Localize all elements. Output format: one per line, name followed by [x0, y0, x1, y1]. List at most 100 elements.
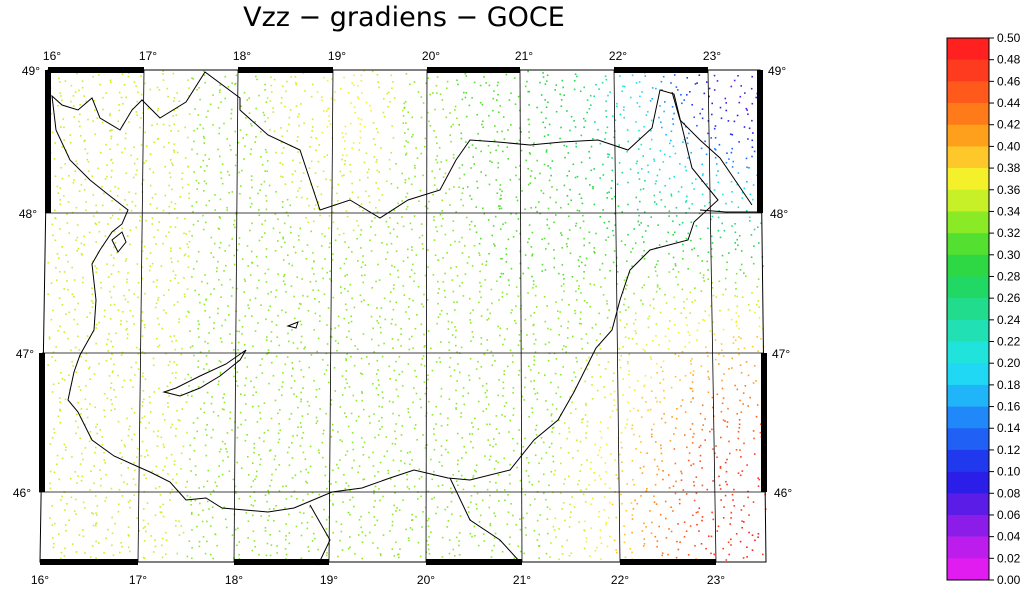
data-point: [375, 182, 377, 184]
data-point: [732, 160, 735, 163]
data-point: [273, 520, 275, 522]
data-point: [462, 204, 464, 207]
data-point: [662, 470, 664, 472]
data-point: [192, 422, 195, 424]
data-point: [719, 467, 722, 469]
data-point: [735, 449, 738, 451]
data-point: [712, 321, 714, 323]
data-point: [659, 150, 662, 152]
data-point: [281, 206, 284, 208]
data-point: [328, 381, 330, 384]
data-point: [375, 127, 378, 130]
data-point: [380, 147, 382, 149]
data-point: [731, 147, 733, 150]
data-point: [444, 448, 447, 451]
data-point: [611, 410, 614, 412]
data-point: [297, 190, 299, 192]
data-point: [166, 385, 169, 388]
data-point: [403, 145, 406, 148]
data-point: [747, 405, 749, 407]
data-point: [650, 138, 653, 141]
data-point: [444, 272, 446, 275]
data-point: [88, 231, 91, 234]
data-point: [210, 436, 213, 439]
data-point: [213, 242, 216, 245]
data-point: [640, 143, 643, 146]
data-point: [142, 556, 145, 559]
data-point: [401, 385, 404, 387]
data-point: [329, 270, 331, 272]
data-point: [712, 480, 714, 482]
data-point: [477, 133, 479, 135]
data-point: [715, 358, 717, 361]
data-point: [427, 544, 430, 546]
data-point: [747, 303, 750, 306]
data-point: [152, 357, 155, 360]
data-point: [704, 205, 706, 207]
data-point: [129, 506, 131, 509]
data-point: [188, 197, 190, 199]
data-point: [103, 452, 105, 454]
data-point: [624, 326, 626, 329]
data-point: [498, 379, 500, 381]
data-point: [245, 403, 247, 405]
data-point: [404, 132, 406, 134]
data-point: [104, 178, 107, 180]
data-point: [526, 457, 528, 459]
data-point: [515, 524, 518, 526]
data-point: [740, 250, 743, 252]
data-point: [48, 338, 51, 340]
data-point: [748, 309, 751, 312]
data-point: [546, 408, 549, 411]
data-point: [643, 538, 645, 540]
data-point: [649, 510, 651, 512]
data-point: [291, 264, 294, 267]
data-point: [491, 549, 493, 552]
data-point: [743, 347, 746, 349]
data-point: [713, 189, 716, 191]
data-point: [334, 340, 337, 342]
data-point: [306, 527, 309, 530]
data-point: [585, 488, 588, 490]
data-point: [398, 469, 400, 472]
data-point: [413, 280, 415, 283]
data-point: [524, 437, 526, 440]
data-point: [411, 116, 413, 119]
data-point: [349, 546, 351, 549]
data-point: [561, 508, 563, 510]
data-point: [286, 198, 289, 201]
data-point: [262, 111, 265, 114]
data-point: [120, 462, 123, 465]
data-point: [668, 271, 671, 273]
south-border: [449, 477, 521, 563]
data-point: [156, 445, 159, 447]
data-point: [734, 295, 736, 297]
data-point: [693, 116, 695, 119]
data-point: [123, 444, 126, 446]
data-point: [157, 296, 160, 299]
data-point: [157, 299, 159, 301]
data-point: [419, 189, 422, 192]
data-point: [483, 76, 485, 78]
data-point: [472, 156, 474, 158]
data-point: [251, 315, 253, 317]
data-point: [730, 85, 733, 88]
data-point: [660, 417, 663, 420]
data-point: [174, 435, 177, 437]
data-point: [110, 254, 113, 256]
data-point: [191, 235, 193, 237]
data-point: [379, 428, 381, 430]
data-point: [336, 227, 339, 230]
data-point: [123, 84, 126, 86]
data-point: [691, 104, 693, 106]
data-point: [302, 294, 304, 297]
data-point: [447, 451, 449, 454]
data-point: [73, 296, 75, 298]
data-point: [285, 538, 287, 541]
data-point: [568, 170, 570, 172]
data-point: [151, 262, 154, 265]
data-point: [63, 139, 65, 141]
data-point: [184, 217, 186, 220]
data-point: [719, 309, 721, 312]
data-point: [139, 215, 142, 218]
